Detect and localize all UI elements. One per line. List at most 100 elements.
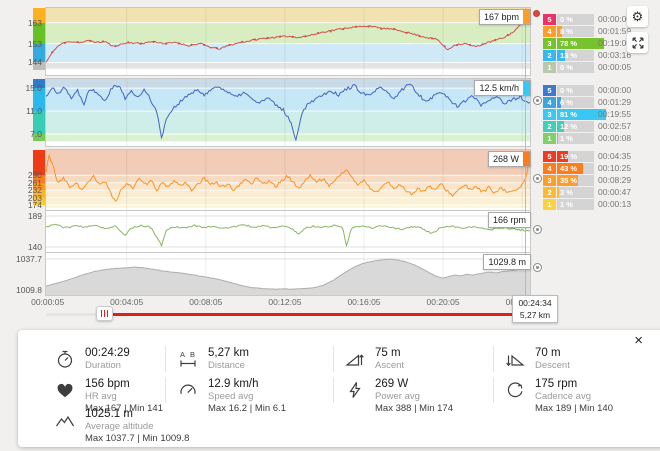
zone-time: 00:00:00 — [598, 14, 632, 24]
hr-zone-scale — [33, 22, 45, 44]
stat-minmax: Max 167 | Min 141 — [85, 403, 163, 414]
zone-percent: 13 % — [560, 51, 578, 60]
power-zone-row: 2 3 % 00:00:47 — [543, 187, 653, 198]
zone-percent: 78 % — [560, 39, 578, 48]
stat-value: 5,27 km — [208, 347, 249, 359]
hr-zone-scale — [33, 43, 45, 63]
time-axis-label: 00:20:05 — [426, 297, 460, 307]
stat-minmax: Max 189 | Min 140 — [535, 403, 613, 414]
zone-badge: 4 — [543, 26, 556, 37]
stat-label: Power avg — [375, 391, 420, 402]
cadence-icon — [505, 380, 525, 400]
altitude-chart[interactable] — [45, 252, 531, 296]
scrubber-tooltip-distance: 5,27 km — [519, 310, 551, 320]
hr-axis-label: 153 — [27, 38, 42, 49]
zone-bar-fill — [557, 109, 606, 120]
power-axis-label: 174 — [27, 200, 42, 211]
close-icon[interactable]: × — [634, 332, 643, 349]
power-zone-scale — [33, 182, 45, 191]
zone-percent: 81 % — [560, 110, 578, 119]
speed-zone-row: 3 81 % 00:19:55 — [543, 109, 653, 120]
zone-bar-track — [557, 14, 594, 25]
cadence-chart[interactable] — [45, 210, 531, 253]
speed-zone-row: 2 12 % 00:02:57 — [543, 121, 653, 132]
zone-bar-track — [557, 151, 594, 162]
speed-drag-handle[interactable] — [533, 96, 542, 105]
zone-time: 00:01:59 — [598, 26, 632, 36]
zone-percent: 1 % — [560, 200, 573, 209]
stat-value: 75 m — [375, 347, 401, 359]
hr-zone-row: 5 0 % 00:00:00 — [543, 14, 653, 25]
fullscreen-button[interactable] — [627, 32, 648, 53]
power-chart[interactable] — [45, 149, 531, 212]
hr-zone-row: 2 13 % 00:03:16 — [543, 50, 653, 61]
stat-label: Duration — [85, 360, 121, 371]
speed-axis-label: 15.0 — [25, 83, 42, 94]
speed-zone-row: 4 6 % 00:01:29 — [543, 97, 653, 108]
speed-zone-scale — [33, 79, 45, 89]
stat-minmax: Max 1037.7 | Min 1009.8 — [85, 433, 190, 444]
speed-zone-scale — [33, 133, 45, 142]
cadence-drag-handle[interactable] — [533, 225, 542, 234]
gear-icon: ⚙ — [631, 9, 644, 24]
power-zone-scale — [33, 197, 45, 206]
power-drag-handle[interactable] — [533, 174, 542, 183]
hr-zone-row: 4 8 % 00:01:59 — [543, 26, 653, 37]
zone-percent: 3 % — [560, 188, 573, 197]
zone-time: 00:10:25 — [598, 163, 632, 173]
stat-value: 12.9 km/h — [208, 378, 259, 390]
power-zone-row: 1 1 % 00:00:13 — [543, 199, 653, 210]
zone-bar-fill — [557, 187, 559, 198]
zone-time: 00:00:08 — [598, 133, 632, 143]
hr-axis-label: 144 — [27, 57, 42, 68]
zone-bar-fill — [557, 26, 562, 37]
zone-time: 00:04:35 — [598, 151, 632, 161]
scrubber-handle[interactable] — [96, 306, 113, 321]
zone-badge: 2 — [543, 50, 556, 61]
zone-bar-track — [557, 50, 594, 61]
hr-chart[interactable] — [45, 7, 531, 76]
zone-bar-track — [557, 121, 594, 132]
speed-axis-label: 11.0 — [26, 106, 42, 117]
power-axis-label: 203 — [27, 192, 42, 203]
stat-divider — [165, 346, 166, 372]
zone-bar-track — [557, 199, 594, 210]
hr-zone-scale — [33, 8, 45, 23]
stat-minmax: Max 388 | Min 174 — [375, 403, 453, 414]
zone-badge: 2 — [543, 121, 556, 132]
altitude-axis-label: 1009.8 — [16, 284, 42, 295]
cadence-axis-label: 189 — [27, 211, 42, 222]
power-zone-row: 3 35 % 00:08:29 — [543, 175, 653, 186]
power-axis-label: 232 — [27, 185, 42, 196]
speed-zone-row: 5 0 % 00:00:00 — [543, 85, 653, 96]
hr-drag-handle[interactable] — [533, 10, 540, 17]
zone-time: 00:03:16 — [598, 50, 632, 60]
cadence-axis-label: 140 — [27, 241, 42, 252]
speed-value-tooltip: 12.5 km/h — [474, 80, 531, 96]
zone-time: 00:00:47 — [598, 187, 632, 197]
svg-text:A: A — [180, 350, 185, 359]
zone-badge: 3 — [543, 175, 556, 186]
scrubber-tooltip-time: 00:24:34 — [518, 298, 552, 308]
time-axis-label: 00:04:05 — [110, 297, 144, 307]
altitude-drag-handle[interactable] — [533, 263, 542, 272]
time-axis-label: 00:00:05 — [31, 297, 65, 307]
zone-badge: 5 — [543, 85, 556, 96]
settings-button[interactable]: ⚙ — [627, 6, 648, 27]
zone-badge: 3 — [543, 38, 556, 49]
stat-divider — [493, 346, 494, 372]
scrubber-selection[interactable] — [113, 313, 512, 316]
zone-badge: 2 — [543, 187, 556, 198]
hr-value-tooltip: 167 bpm — [478, 9, 531, 25]
zone-percent: 8 % — [560, 27, 573, 36]
speed-chart[interactable] — [45, 78, 531, 147]
stat-minmax: Max 16.2 | Min 6.1 — [208, 403, 286, 414]
zone-percent: 0 % — [560, 63, 573, 72]
zone-bar-fill — [557, 175, 578, 186]
zone-bar-track — [557, 26, 594, 37]
power-zone-row: 5 19 % 00:04:35 — [543, 151, 653, 162]
descent-icon — [505, 349, 525, 369]
zone-time: 00:00:13 — [598, 199, 632, 209]
